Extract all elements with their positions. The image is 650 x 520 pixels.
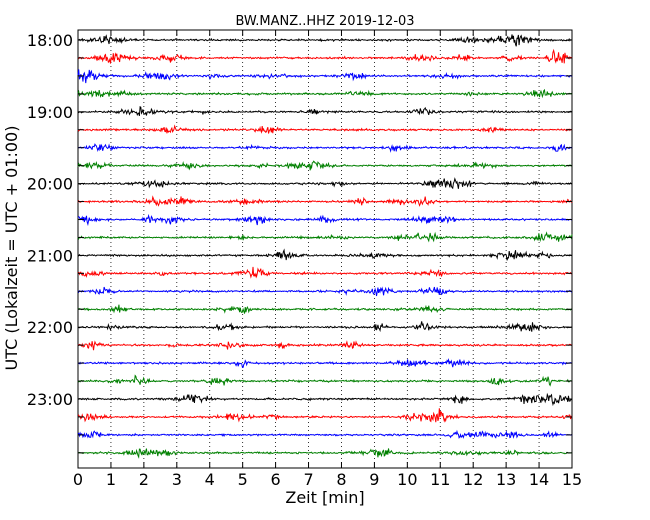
x-tick-label: 5	[238, 470, 248, 489]
trace-1900	[77, 106, 573, 117]
y-tick-label: 20:00	[27, 175, 73, 194]
y-axis-ticks: 18:00 19:00 20:00 21:00 22:00 23:00	[27, 31, 572, 454]
x-tick-label: 6	[271, 470, 281, 489]
trace-1930	[77, 143, 573, 153]
trace-1800	[77, 34, 573, 47]
x-tick-label: 12	[463, 470, 483, 489]
y-tick-label: 18:00	[27, 31, 73, 50]
trace-rows	[77, 34, 573, 459]
trace-1830	[77, 69, 573, 84]
trace-2000	[77, 177, 573, 190]
x-tick-label: 9	[369, 470, 379, 489]
trace-2130	[77, 286, 573, 297]
chart-title: BW.MANZ..HHZ 2019-12-03	[235, 14, 414, 29]
x-tick-label: 11	[430, 470, 450, 489]
y-axis-label: UTC (Lokalzeit = UTC + 01:00)	[2, 126, 21, 371]
x-tick-label: 8	[336, 470, 346, 489]
trace-2015	[77, 195, 573, 207]
trace-2045	[77, 231, 573, 243]
x-axis-ticks: 0 1 2 3 4 5 6 7 8 9 10 11 12 13 14 15	[73, 30, 582, 489]
x-tick-label: 1	[106, 470, 116, 489]
trace-2215	[77, 340, 573, 351]
trace-2100	[77, 248, 573, 261]
y-tick-label: 22:00	[27, 318, 73, 337]
x-tick-label: 2	[139, 470, 149, 489]
trace-1945	[77, 160, 573, 171]
trace-2345	[77, 448, 573, 459]
trace-2030	[77, 213, 573, 227]
x-tick-label: 7	[303, 470, 313, 489]
y-tick-label: 21:00	[27, 246, 73, 265]
trace-2230	[77, 357, 573, 369]
x-tick-label: 13	[496, 470, 516, 489]
trace-2115	[77, 266, 573, 279]
trace-2300	[77, 392, 573, 407]
x-tick-label: 15	[562, 470, 582, 489]
plot-area-frame	[77, 29, 573, 469]
vertical-grid	[110, 30, 540, 468]
x-tick-label: 3	[172, 470, 182, 489]
trace-2330	[77, 429, 573, 439]
x-tick-label: 10	[397, 470, 417, 489]
trace-1845	[77, 88, 573, 99]
x-axis-label: Zeit [min]	[285, 488, 364, 507]
trace-2315	[77, 408, 573, 423]
x-tick-label: 4	[205, 470, 215, 489]
trace-2245	[77, 374, 573, 387]
x-tick-label: 14	[529, 470, 549, 489]
trace-1915	[77, 124, 573, 134]
x-tick-label: 0	[73, 470, 83, 489]
trace-2145	[77, 304, 573, 314]
trace-2200	[77, 321, 573, 333]
y-tick-label: 23:00	[27, 390, 73, 409]
trace-1815	[77, 48, 573, 64]
y-tick-label: 19:00	[27, 103, 73, 122]
